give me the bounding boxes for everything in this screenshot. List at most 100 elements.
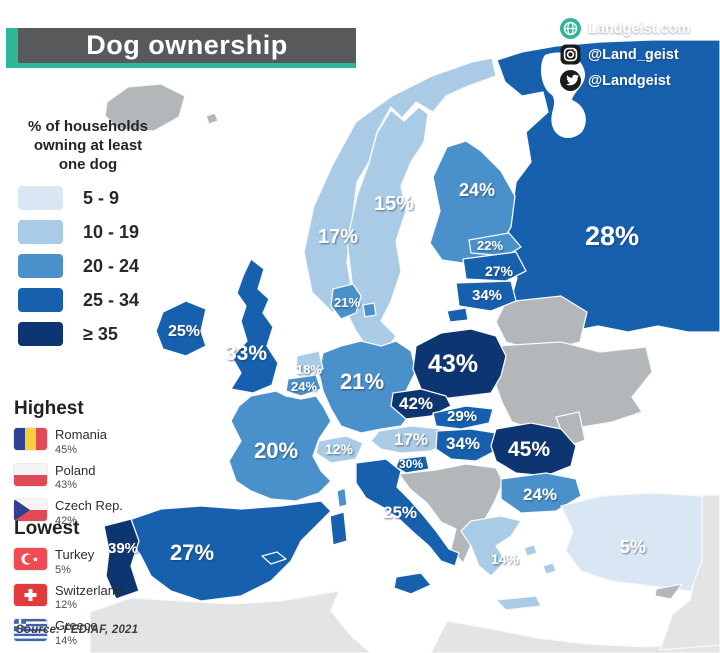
social-link-landgeist[interactable]: @Landgeist [560,70,690,91]
region-spain [125,500,332,602]
legend-swatch-c4 [18,288,63,313]
highest-panel: Highest Romania 45% Poland 43% Czech Rep. 42% [14,398,144,535]
map-label-poland: 43% [428,350,478,378]
map-label-bulgaria: 24% [523,485,557,504]
title-bar: Dog ownership [6,28,356,68]
branding-links: Landgeist.com @Land_geist @Landgeist [560,18,690,91]
czech-flag [14,499,47,522]
legend-item: ≥ 35 [18,322,172,347]
region-ukraine [490,341,653,443]
map-label-turkey: 5% [620,537,646,557]
country-value: 45% [55,443,78,456]
legend-range-label: 5 - 9 [83,187,120,208]
highest-row-romania: Romania 45% [14,428,144,456]
region-faroe-islands [205,112,219,125]
social-handle-label: Landgeist.com [588,20,691,37]
map-label-belgium: 24% [291,379,317,394]
map-label-germany: 21% [340,369,384,394]
map-label-czech: 42% [399,394,433,413]
region-aegean-island-1 [523,544,538,557]
legend: % of households owning at least one dog … [4,118,172,356]
legend-swatch-c2 [18,220,63,245]
social-link-landgeistcom[interactable]: Landgeist.com [560,18,690,39]
region-slovakia [432,405,494,430]
page-title: Dog ownership [86,30,288,60]
region-ireland [155,300,207,357]
map-label-romania: 45% [508,438,550,461]
region-estonia [468,232,522,257]
region-north-africa-west [89,590,372,653]
poland-flag [14,463,47,486]
region-lithuania [455,280,517,312]
map-label-slovenia: 30% [399,457,423,471]
map-label-sweden: 15% [374,193,414,215]
region-north-africa-east [430,620,720,653]
country-name: Romania [55,427,108,442]
map-label-lithuania: 34% [472,287,502,304]
country-value: 12% [55,599,78,612]
region-iceland [104,83,186,132]
legend-swatch-c1 [18,186,63,211]
lowest-title: Lowest [14,518,80,539]
map-label-switzerland: 12% [325,441,354,457]
country-name: Turkey [55,547,95,562]
greece-flag [14,619,47,642]
lowest-row-turkey: Turkey 5% [14,548,144,576]
region-balearics [261,551,287,565]
region-portugal [103,518,140,600]
highest-row-poland: Poland 43% [14,462,144,492]
legend-item: 10 - 19 [18,220,172,245]
region-france [228,390,332,502]
highest-title: Highest [14,398,84,419]
map-label-portugal: 39% [108,540,138,557]
region-cyprus [654,583,683,600]
map-label-italy: 25% [383,503,417,522]
social-handle-label: @Land_geist [588,46,679,63]
map-label-france: 20% [254,438,298,463]
country-name: Poland [55,462,96,478]
country-value: 14% [55,634,78,647]
region-switzerland [315,435,364,464]
legend-item: 20 - 24 [18,254,172,279]
social-link-land_geist[interactable]: @Land_geist [560,44,690,65]
legend-item: 25 - 34 [18,288,172,313]
region-italy [355,458,460,567]
country-value: 5% [55,563,71,576]
region-romania [490,422,577,477]
region-latvia [462,251,527,282]
map-label-spain: 27% [170,540,214,565]
map-label-austria: 17% [394,430,428,449]
map-label-russia: 28% [585,221,639,251]
switzerland-flag [14,583,47,606]
map-label-latvia: 27% [485,263,514,279]
lowest-row-greece: Greece 14% [14,619,144,647]
country-value: 42% [55,514,78,527]
legend-title: % of households owning at least one dog [28,118,148,173]
legend-rows: 5 - 9 10 - 19 20 - 24 25 - 34 ≥ 35 [4,186,172,347]
region-austria [370,425,450,454]
region-denmark-island [362,302,377,318]
globe-icon [560,18,581,39]
lowest-panel: Lowest Turkey 5% Switzerland 12% Greece 14% [14,518,144,653]
country-name: Switzerland [55,582,123,598]
social-handle-label: @Landgeist [588,72,671,89]
map-label-uk: 33% [225,342,267,365]
legend-swatch-c3 [18,254,63,279]
region-sweden [346,106,429,352]
highest-row-czechrep: Czech Rep. 42% [14,499,144,527]
map-label-estonia: 22% [477,238,503,253]
map-label-denmark: 21% [334,295,360,310]
region-corsica [336,487,348,508]
turkey-flag [14,548,47,570]
country-name: Czech Rep. [55,498,123,514]
twitter-icon [560,70,581,91]
region-uk [230,258,279,394]
region-sicily [393,572,432,595]
legend-range-label: 25 - 34 [83,289,140,310]
region-sardinia [329,511,348,546]
legend-range-label: ≥ 35 [83,323,118,344]
region-slovenia [395,455,430,474]
country-value: 43% [55,479,78,492]
